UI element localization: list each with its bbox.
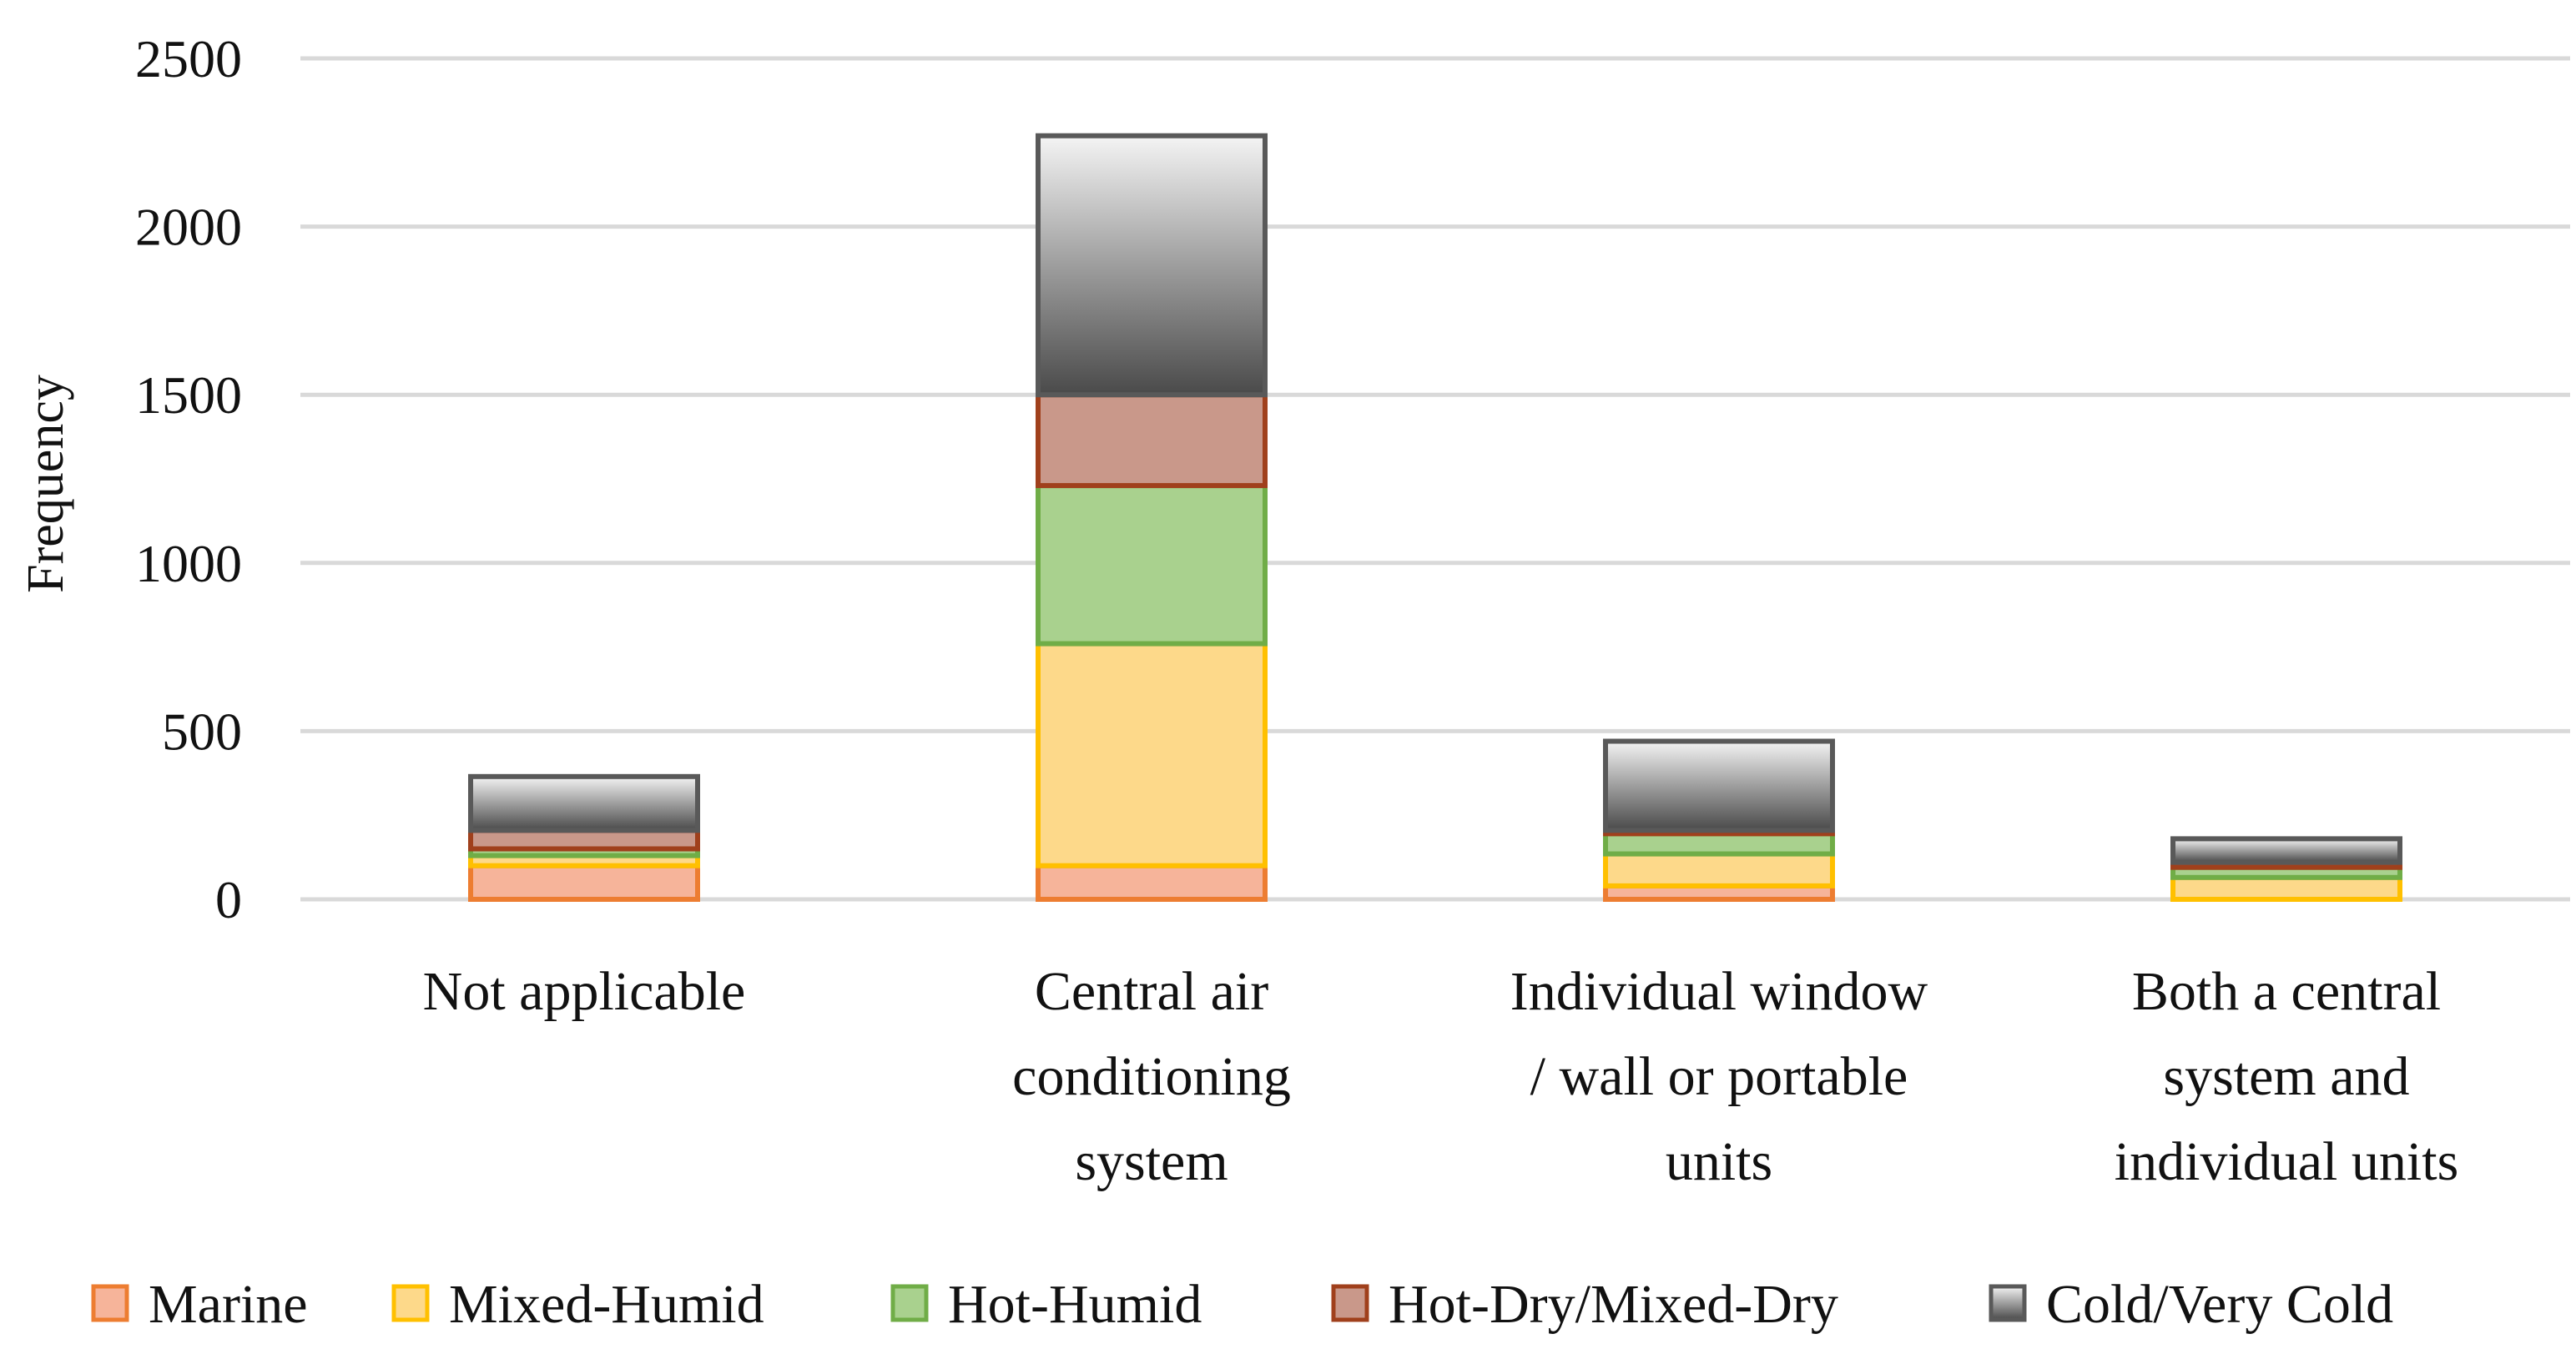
x-category-label-line: / wall or portable xyxy=(1530,1046,1908,1107)
legend-label: Hot-Humid xyxy=(948,1274,1202,1335)
legend-swatch xyxy=(1989,1284,2027,1322)
bar-segment-hot-humid xyxy=(1603,831,1835,857)
x-category-label-line: system and xyxy=(2163,1046,2409,1107)
y-tick-label: 1000 xyxy=(135,534,242,593)
bars xyxy=(468,133,2402,903)
bar-segment-cold-very-cold xyxy=(2170,836,2402,865)
bar-segment-cold-very-cold xyxy=(1603,738,1835,833)
bar-segment-mixed-humid xyxy=(2170,874,2402,902)
x-category-label: Individual window / wall or portable units xyxy=(1510,961,1928,1192)
legend-swatch xyxy=(391,1284,430,1322)
legend-label: Hot-Dry/Mixed-Dry xyxy=(1389,1274,1838,1335)
x-category-label-line: individual units xyxy=(2115,1131,2459,1192)
y-axis-title: Frequency xyxy=(18,375,74,593)
x-category-label-line: Central air xyxy=(1035,961,1268,1022)
x-category-label-line: units xyxy=(1666,1131,1772,1192)
x-category-label: Both a central system and individual units xyxy=(2115,961,2459,1192)
legend-swatch xyxy=(91,1284,129,1322)
bar-segment-cold-very-cold xyxy=(468,773,700,833)
x-category-label-line: conditioning xyxy=(1012,1046,1291,1107)
x-category-label-line: Not applicable xyxy=(423,961,746,1022)
gridlines xyxy=(300,56,2570,902)
x-category-label: Central air conditioning system xyxy=(1012,961,1291,1192)
legend-label: Marine xyxy=(149,1274,308,1335)
y-tick-label: 0 xyxy=(215,870,242,929)
x-category-label-line: Individual window xyxy=(1510,961,1928,1022)
bar-segment-mixed-humid xyxy=(1603,851,1835,888)
legend-swatch xyxy=(1331,1284,1369,1322)
x-category-label-line: Both a central xyxy=(2132,961,2441,1022)
legend-label: Mixed-Humid xyxy=(449,1274,764,1335)
x-axis-labels: Not applicable Central air conditioning sys… xyxy=(423,961,2459,1192)
y-tick-label: 2500 xyxy=(135,29,242,88)
x-category-label: Not applicable xyxy=(423,961,746,1022)
bar-segment-marine xyxy=(1036,863,1268,903)
legend-label: Cold/Very Cold xyxy=(2046,1274,2393,1335)
y-tick-label: 2000 xyxy=(135,198,242,257)
legend-swatch xyxy=(890,1284,929,1322)
bar-segment-hot-dry-mixed-dry xyxy=(468,828,700,852)
bar-segment-marine xyxy=(468,863,700,903)
x-category-label-line: system xyxy=(1075,1131,1228,1192)
bar-segment-cold-very-cold xyxy=(1036,133,1268,398)
y-axis-ticks: 0 500 1000 1500 2000 2500 xyxy=(135,29,242,929)
bar-segment-mixed-humid xyxy=(1036,641,1268,868)
y-tick-label: 500 xyxy=(162,702,242,761)
y-tick-label: 1500 xyxy=(135,365,242,425)
bar-segment-hot-dry-mixed-dry xyxy=(1036,392,1268,489)
legend: Marine Mixed-Humid Hot-Humid Hot-Dry/Mixed-… xyxy=(91,1274,2393,1335)
bar-segment-hot-humid xyxy=(1036,483,1268,647)
